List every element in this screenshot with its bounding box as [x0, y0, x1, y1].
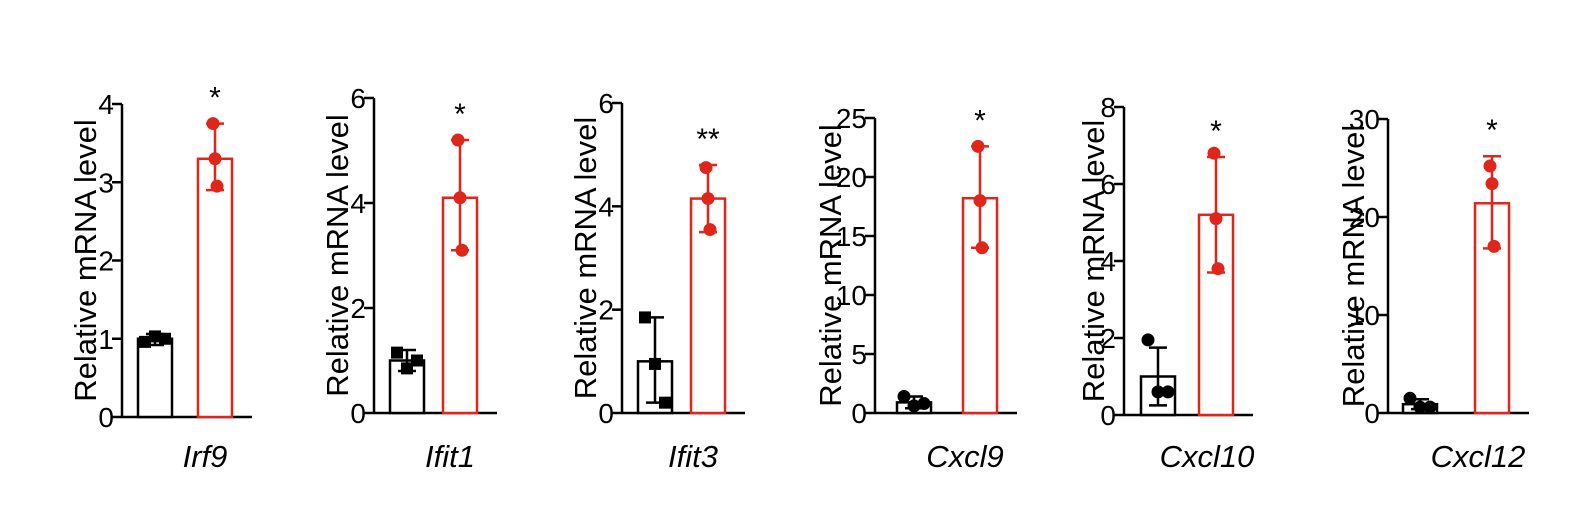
y-tick-label: 2: [1100, 323, 1116, 354]
gene-label: Irf9: [183, 439, 228, 474]
data-point-treated: [1485, 177, 1499, 191]
data-point-treated: [1483, 159, 1497, 173]
y-tick-label: 2: [98, 246, 114, 277]
significance-marker: *: [1210, 115, 1222, 148]
y-tick-label: 2: [598, 295, 614, 326]
data-point-control: [1403, 391, 1417, 405]
y-tick-label: 0: [1364, 398, 1380, 429]
gene-label: Ifit1: [425, 439, 475, 474]
bar-treated: [196, 157, 234, 419]
data-point-treated: [1211, 262, 1225, 276]
data-point-control: [1141, 333, 1155, 347]
data-point-treated: [1487, 239, 1501, 253]
data-point-control: [907, 399, 921, 413]
y-axis-label: Relative mRNA level: [320, 114, 355, 397]
y-tick-label: 20: [836, 162, 867, 193]
data-point-control: [411, 354, 423, 367]
data-point-control: [1423, 400, 1437, 414]
gene-label: Cxcl9: [926, 439, 1004, 474]
y-tick-label: 25: [836, 103, 867, 134]
data-point-control: [659, 396, 671, 409]
data-point-control: [897, 389, 911, 403]
y-tick-label: 5: [851, 339, 867, 370]
gene-label: Ifit3: [668, 439, 718, 474]
data-point-control: [639, 311, 651, 324]
bar-control: [136, 337, 174, 419]
data-point-control: [917, 397, 931, 411]
bar-control: [388, 359, 426, 415]
y-axis-label: Relative mRNA level: [68, 119, 103, 402]
significance-marker: *: [454, 98, 466, 131]
data-point-control: [1151, 385, 1165, 399]
y-axis-label: Relative mRNA level: [568, 117, 603, 400]
y-tick-label: 0: [1100, 400, 1116, 431]
y-tick-label: 0: [598, 398, 614, 429]
data-point-control: [1413, 400, 1427, 414]
y-tick-label: 3: [98, 167, 114, 198]
y-axis-label: Relative mRNA level: [1076, 120, 1111, 403]
data-point-treated: [455, 243, 469, 257]
significance-marker: *: [1486, 114, 1498, 147]
y-tick-label: 30: [1349, 104, 1380, 135]
y-tick-label: 4: [598, 191, 614, 222]
data-point-treated: [975, 241, 989, 255]
data-point-control: [649, 357, 661, 370]
y-tick-label: 0: [851, 398, 867, 429]
y-tick-label: 6: [1100, 169, 1116, 200]
data-point-treated: [1207, 146, 1221, 160]
y-tick-label: 4: [350, 188, 366, 219]
y-tick-label: 2: [350, 293, 366, 324]
data-point-treated: [699, 161, 713, 175]
significance-marker: *: [974, 104, 986, 137]
data-point-treated: [206, 117, 220, 131]
data-point-treated: [971, 139, 985, 153]
data-point-treated: [703, 223, 717, 237]
data-point-control: [159, 332, 171, 345]
y-axis-label: Relative mRNA level: [1336, 125, 1371, 408]
gene-label: Cxcl12: [1431, 439, 1526, 474]
data-point-control: [401, 362, 413, 375]
data-point-treated: [451, 133, 465, 147]
data-point-control: [1161, 385, 1175, 399]
significance-marker: *: [209, 82, 221, 115]
y-tick-label: 10: [1349, 300, 1380, 331]
data-point-control: [149, 330, 161, 343]
data-point-control: [391, 346, 403, 359]
y-tick-label: 4: [1100, 246, 1116, 277]
y-tick-label: 0: [98, 402, 114, 433]
y-tick-label: 4: [98, 89, 114, 120]
y-axis-label: Relative mRNA level: [813, 124, 848, 407]
y-tick-label: 20: [1349, 202, 1380, 233]
data-point-treated: [1209, 212, 1223, 226]
gene-label: Cxcl10: [1160, 439, 1255, 474]
data-point-control: [139, 335, 151, 348]
y-tick-label: 15: [836, 221, 867, 252]
y-tick-label: 6: [598, 88, 614, 119]
data-point-treated: [208, 152, 222, 166]
y-tick-label: 6: [350, 83, 366, 114]
y-tick-label: 0: [350, 398, 366, 429]
y-tick-label: 10: [836, 280, 867, 311]
data-point-treated: [453, 191, 467, 205]
data-point-treated: [701, 192, 715, 206]
y-tick-label: 8: [1100, 92, 1116, 123]
significance-marker: **: [696, 123, 720, 156]
data-point-treated: [210, 179, 224, 193]
data-point-treated: [973, 194, 987, 208]
y-tick-label: 1: [98, 324, 114, 355]
